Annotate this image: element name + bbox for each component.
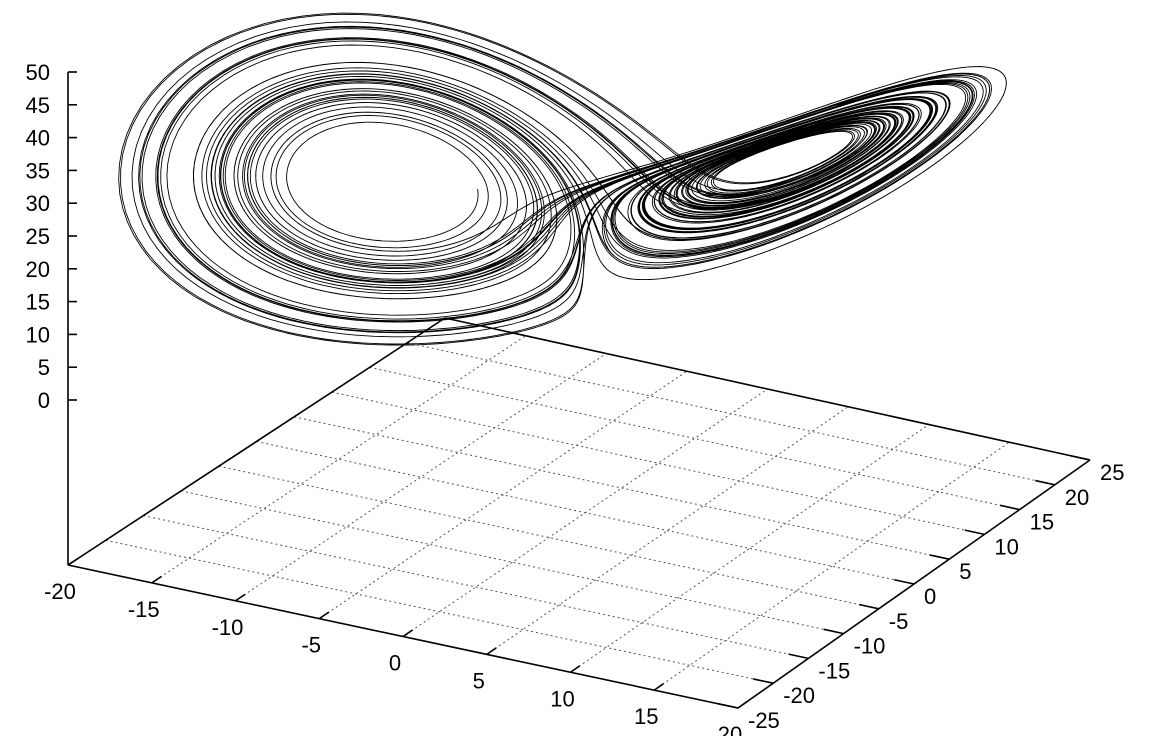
grid-line-x [653,441,1010,691]
z-tick-label: 15 [26,290,50,315]
y-tick-mark [753,678,774,684]
floor-back-edge [67,317,446,566]
x-tick-mark [318,611,330,620]
y-tick-label: 10 [994,534,1018,559]
x-tick-label: 0 [389,651,401,676]
y-tick-mark [858,603,879,610]
z-tick-label: 25 [26,224,50,249]
grid-line-y [294,416,950,560]
grid-line-x [235,353,607,602]
y-tick-label: -15 [818,658,850,683]
grid-line-y [256,441,915,585]
x-tick-mark [67,557,79,566]
y-tick-mark [929,554,950,560]
y-tick-label: 15 [1030,510,1054,535]
grid-line-y [180,490,844,635]
y-tick-label: -20 [783,683,815,708]
grid-line-y [143,515,809,659]
x-tick-label: 15 [634,704,658,729]
y-tick-label: -25 [748,708,780,733]
x-tick-label: -20 [44,579,76,604]
x-tick-label: 10 [550,686,574,711]
y-tick-mark [999,504,1020,511]
floor-grid [67,317,1091,709]
grid-line-y [407,342,1055,486]
x-tick-mark [151,575,162,584]
z-tick-label: 0 [38,388,50,413]
y-tick-label: 20 [1065,485,1089,510]
y-tick-label: 5 [959,559,971,584]
z-tick-label: 5 [38,355,50,380]
x-tick-mark [486,647,497,656]
y-tick-label: -10 [854,634,886,659]
x-tick-mark [402,629,413,638]
grid-line-x [318,370,688,620]
grid-line-y [369,366,1020,511]
y-tick-mark [1035,479,1055,486]
series-line [118,12,1007,346]
y-tick-mark [964,529,985,536]
x-tick-label: -5 [301,633,321,658]
z-tick-label: 10 [26,322,50,347]
x-tick-label: 20 [718,722,742,736]
z-tick-label: 35 [26,158,50,183]
y-tick-label: -5 [889,609,909,634]
floor-right-edge [444,317,1091,461]
y-tick-mark [1070,454,1091,461]
x-tick-mark [235,593,246,602]
x-tick-label: -10 [212,615,244,640]
x-tick-mark [653,683,664,691]
y-tick-mark [894,578,915,585]
y-axis-ticks: -25-20-15-10-5 05 10 15 20 25 [717,454,1124,733]
y-tick-label: 25 [1100,460,1124,485]
z-axis-ticks: 0 5 10 15 20 25 30 35 40 45 50 [26,60,77,413]
grid-line-x [486,406,849,655]
y-tick-mark [717,702,739,709]
x-tick-mark [737,700,748,709]
x-axis-ticks: -20 -15 -10 -5 0 5 10 15 20 [44,557,748,736]
y-tick-mark [788,653,809,660]
grid-line-y [105,539,774,684]
z-tick-label: 40 [26,126,50,151]
z-tick-label: 20 [26,257,50,282]
y-tick-mark [823,628,844,635]
z-tick-label: 30 [26,191,50,216]
grid-line-y [331,391,985,535]
z-tick-label: 45 [26,93,50,118]
attractor-curve [118,12,1007,346]
z-tick-label: 50 [26,60,50,85]
x-tick-label: 5 [473,668,485,693]
y-tick-label: 0 [924,584,936,609]
x-tick-mark [570,665,581,673]
x-tick-label: -15 [128,597,160,622]
grid-line-x [151,335,526,584]
